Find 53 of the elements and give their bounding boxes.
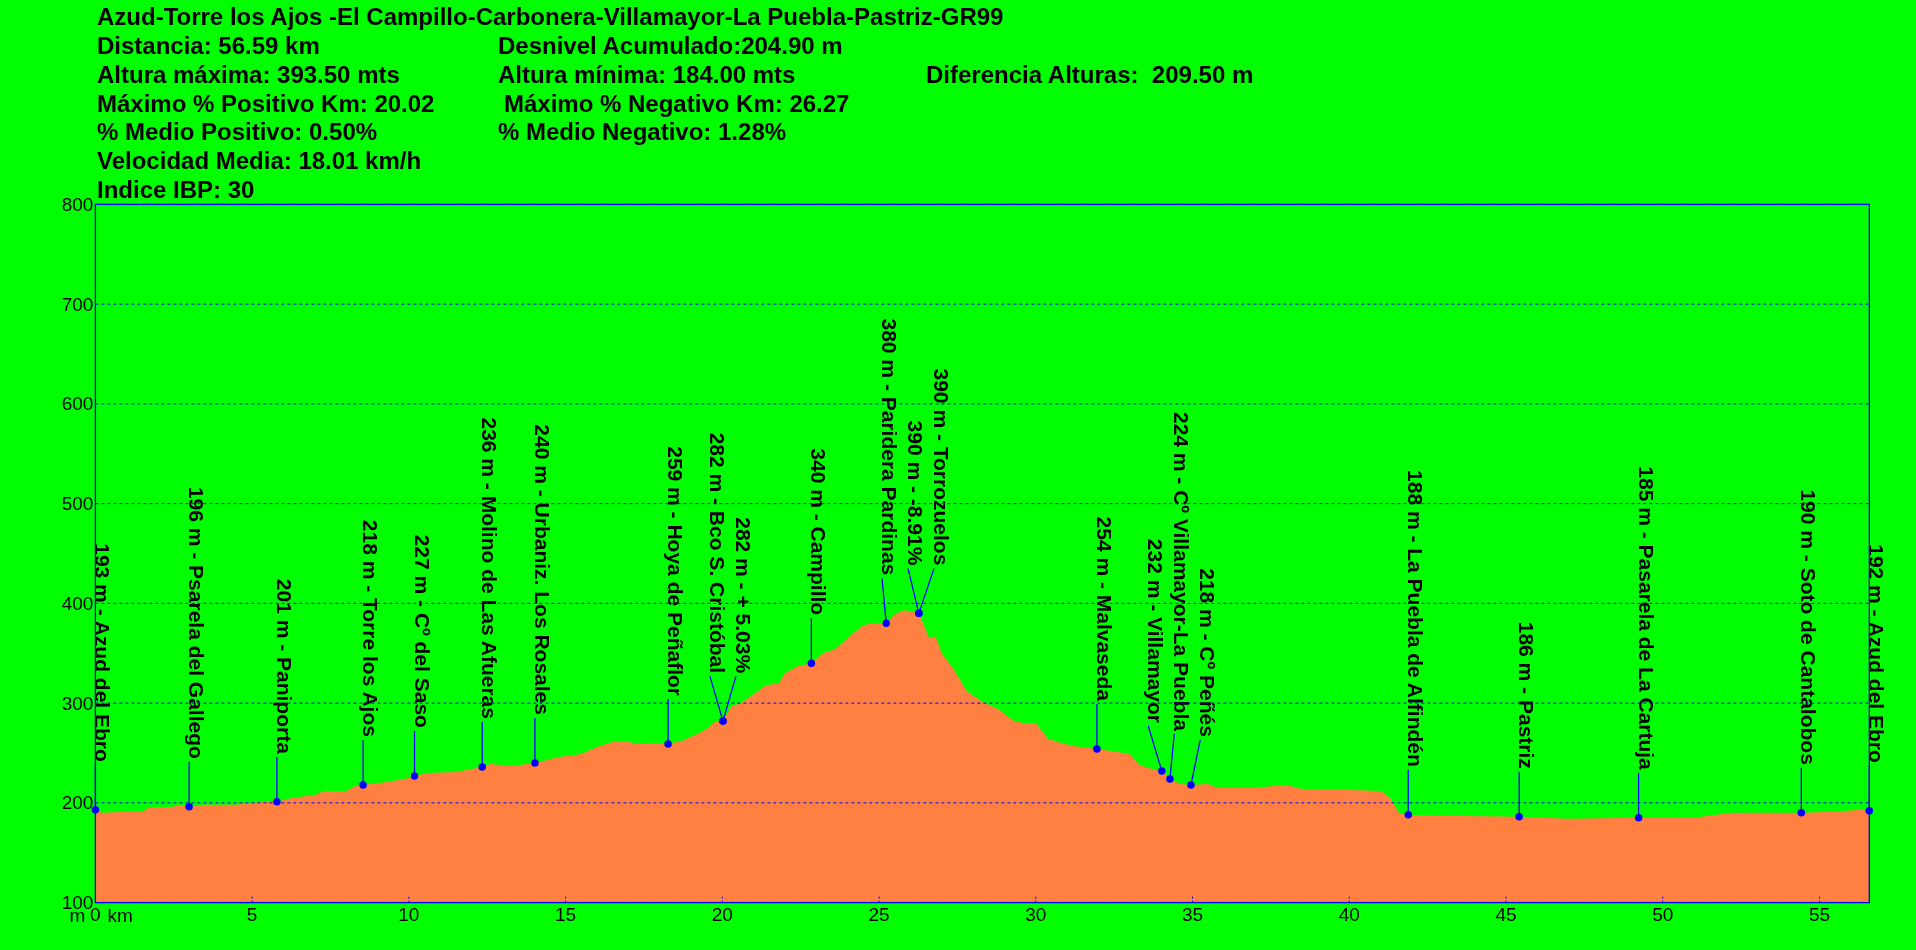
- data-label: 236 m - Molino de Las Afueras: [478, 417, 502, 719]
- y-tick-label: 700: [61, 293, 94, 315]
- text: Velocidad Media: 18.01 km/h: [97, 146, 422, 174]
- data-label: 254 m - Malvaseda: [1092, 516, 1116, 702]
- x-tick-label: 30: [1025, 904, 1047, 926]
- data-label: 340 m - Campillo: [807, 448, 831, 616]
- x-tick-label: 35: [1181, 904, 1204, 926]
- y-tick-label: 500: [61, 493, 94, 515]
- y-tick-label: 300: [61, 692, 94, 714]
- data-label: 380 m - Paridera Pardinas: [878, 318, 902, 576]
- text: Desnivel Acumulado:204.90 m: [498, 31, 843, 59]
- data-label: 240 m - Urbaniz. Los Rosales: [530, 424, 554, 715]
- text: Máximo % Negativo Km: 26.27: [504, 89, 850, 117]
- data-label: 190 m - Soto de Cantalobos: [1797, 489, 1821, 765]
- text: % Medio Positivo: 0.50%: [97, 117, 378, 145]
- data-label: 185 m - Pasarela de La Cartuja: [1634, 466, 1658, 771]
- y-tick-label: 400: [61, 592, 94, 614]
- data-label: 282 m - Bco S. Cristóbal: [705, 432, 729, 674]
- text: Distancia: 56.59 km: [97, 31, 320, 59]
- x-tick-label: 25: [868, 904, 890, 926]
- x-tick-label: 15: [555, 904, 577, 926]
- x-tick-label: 55: [1808, 904, 1831, 926]
- text: Indice IBP: 30: [97, 175, 255, 203]
- x-tick-label: 40: [1338, 904, 1360, 926]
- y-tick-label: 200: [61, 792, 94, 814]
- x-tick-label: 5: [246, 904, 258, 926]
- data-label: 390 m - Torrozuelos: [930, 368, 953, 566]
- chart-title: Azud-Torre los Ajos -El Campillo-Carbonera-Villamayor-La Puebla-Pastriz-GR99: [97, 2, 1004, 30]
- x-tick-label: 50: [1652, 904, 1674, 926]
- data-label: 259 m - Hoya de Peñaflor: [664, 446, 688, 697]
- data-label: 186 m - Pastriz: [1515, 621, 1539, 769]
- x-tick-label: 20: [711, 904, 733, 926]
- x-tick-label: 45: [1495, 904, 1517, 926]
- data-label: 218 m - Torre los Ajos: [359, 519, 383, 737]
- y-tick-label: 600: [61, 393, 94, 415]
- text: Diferencia Alturas: 209.50 m: [926, 60, 1254, 88]
- data-label: 224 m - Cº Villamayor-La Puebla: [1170, 412, 1194, 732]
- text: Altura mínima: 184.00 mts: [498, 60, 796, 88]
- data-label: 227 m - Cº del Saso: [410, 534, 434, 728]
- data-label: 196 m - Psarela del Gallego: [185, 486, 209, 759]
- data-label: 390 m - -8.91%: [904, 420, 927, 566]
- data-label: 192 m - Azud del Ebro: [1865, 544, 1889, 763]
- data-label: 232 m - Villamayor: [1144, 538, 1168, 723]
- text: Máximo % Positivo Km: 20.02: [97, 89, 435, 117]
- x-axis-title: km: [107, 904, 133, 926]
- data-label: 282 m - + 5.03%: [731, 517, 755, 674]
- x-tick-label: 10: [398, 904, 420, 926]
- data-label: 218 m - Cº Peñés: [1196, 568, 1220, 737]
- data-label: 201 m - Paniporta: [272, 578, 296, 755]
- text: Altura máxima: 393.50 mts: [97, 60, 400, 88]
- y-tick-label: 800: [61, 193, 94, 215]
- data-label: 188 m - La Puebla de Alfindén: [1404, 470, 1428, 767]
- text: % Medio Negativo: 1.28%: [498, 117, 787, 145]
